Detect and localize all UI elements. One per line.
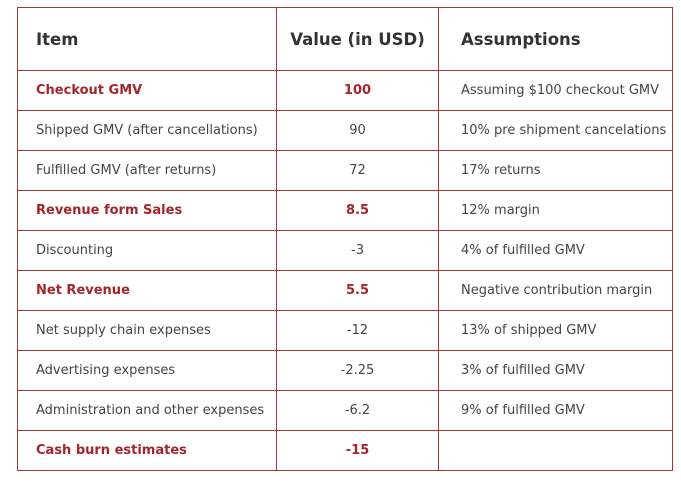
- row-value: -3: [276, 230, 439, 271]
- table-row: Fulfilled GMV (after returns) 72 17% ret…: [17, 150, 673, 191]
- header-value: Value (in USD): [276, 7, 439, 71]
- row-item: Fulfilled GMV (after returns): [17, 150, 277, 191]
- row-assumption: [438, 430, 673, 471]
- table-row: Advertising expenses -2.25 3% of fulfill…: [17, 350, 673, 391]
- financial-table: Item Value (in USD) Assumptions Checkout…: [17, 7, 673, 471]
- row-assumption: 10% pre shipment cancelations: [438, 110, 673, 151]
- row-assumption: 17% returns: [438, 150, 673, 191]
- row-item: Advertising expenses: [17, 350, 277, 391]
- row-assumption: 4% of fulfilled GMV: [438, 230, 673, 271]
- table-row: Revenue form Sales 8.5 12% margin: [17, 190, 673, 231]
- row-assumption: 9% of fulfilled GMV: [438, 390, 673, 431]
- row-item: Checkout GMV: [17, 70, 277, 111]
- row-value: 90: [276, 110, 439, 151]
- row-item: Discounting: [17, 230, 277, 271]
- row-assumption: 12% margin: [438, 190, 673, 231]
- header-row: Item Value (in USD) Assumptions: [17, 7, 673, 71]
- table-row: Net Revenue 5.5 Negative contribution ma…: [17, 270, 673, 311]
- row-value: 8.5: [276, 190, 439, 231]
- table-row: Discounting -3 4% of fulfilled GMV: [17, 230, 673, 271]
- row-item: Net Revenue: [17, 270, 277, 311]
- table-row: Cash burn estimates -15: [17, 430, 673, 471]
- table-row: Shipped GMV (after cancellations) 90 10%…: [17, 110, 673, 151]
- row-assumption: Negative contribution margin: [438, 270, 673, 311]
- row-value: 5.5: [276, 270, 439, 311]
- table-row: Checkout GMV 100 Assuming $100 checkout …: [17, 70, 673, 111]
- row-assumption: 3% of fulfilled GMV: [438, 350, 673, 391]
- row-value: -12: [276, 310, 439, 351]
- row-item: Administration and other expenses: [17, 390, 277, 431]
- row-assumption: 13% of shipped GMV: [438, 310, 673, 351]
- row-item: Revenue form Sales: [17, 190, 277, 231]
- row-value: -6.2: [276, 390, 439, 431]
- row-item: Net supply chain expenses: [17, 310, 277, 351]
- row-item: Shipped GMV (after cancellations): [17, 110, 277, 151]
- row-value: 72: [276, 150, 439, 191]
- row-value: -15: [276, 430, 439, 471]
- header-item: Item: [17, 7, 277, 71]
- table-row: Net supply chain expenses -12 13% of shi…: [17, 310, 673, 351]
- header-assumptions: Assumptions: [438, 7, 673, 71]
- row-value: 100: [276, 70, 439, 111]
- table-row: Administration and other expenses -6.2 9…: [17, 390, 673, 431]
- row-item: Cash burn estimates: [17, 430, 277, 471]
- row-assumption: Assuming $100 checkout GMV: [438, 70, 673, 111]
- row-value: -2.25: [276, 350, 439, 391]
